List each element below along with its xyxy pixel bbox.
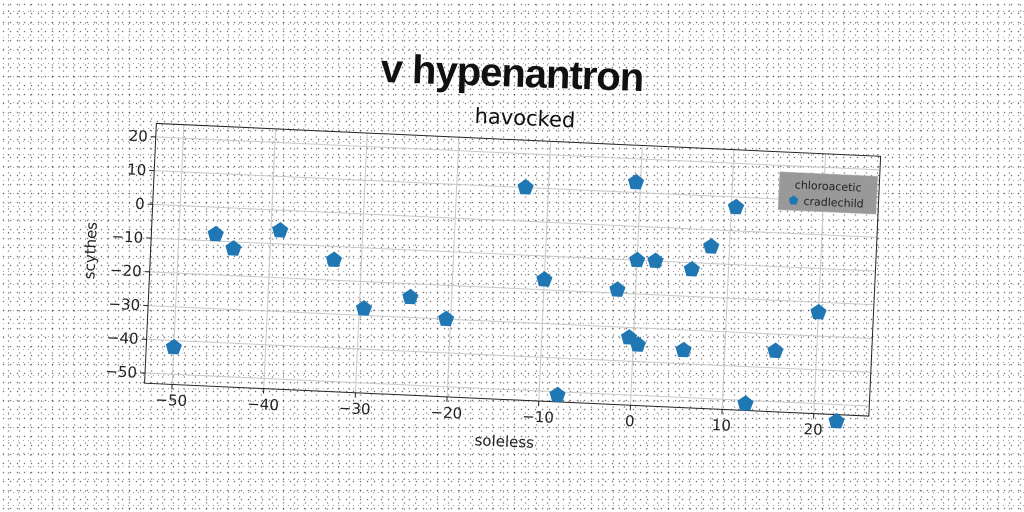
legend-series-label: cradlechild — [803, 195, 864, 211]
data-point — [355, 300, 373, 316]
data-point — [629, 336, 646, 352]
x-axis-label: soleless — [474, 431, 534, 452]
y-grid-line — [151, 237, 876, 272]
axis-ticks: −50 −40 −30 −20 −10 0 10 20 −50 −40 −30 −20 −10 0 10 20 — [105, 127, 823, 439]
plot-frame — [144, 122, 882, 417]
y-axis-label: scythes — [80, 221, 101, 279]
data-markers — [165, 173, 845, 429]
data-point — [165, 338, 182, 355]
data-point — [207, 225, 224, 242]
data-point — [438, 310, 455, 327]
data-point — [647, 252, 664, 269]
chart-plot-group: havocked −50 −40 −30 −20 −10 0 10 20 −50 −40 −30 −2… — [80, 104, 882, 452]
y-tick-label: 10 — [127, 160, 147, 179]
chart-subtitle: havocked — [474, 104, 576, 133]
grid-lines — [145, 124, 881, 414]
data-point — [828, 412, 845, 429]
y-tick-label: −10 — [111, 227, 143, 246]
data-point — [402, 288, 419, 305]
data-point — [675, 341, 692, 358]
x-grid-line — [354, 132, 368, 393]
x-tick-label: −10 — [522, 407, 554, 426]
data-point — [737, 395, 754, 411]
y-tick-label: 0 — [135, 195, 145, 213]
data-point — [810, 303, 827, 320]
y-grid-line — [155, 136, 881, 171]
x-tick-label: −40 — [247, 395, 279, 414]
data-point — [272, 221, 289, 238]
y-grid-line — [146, 338, 871, 373]
data-point — [629, 251, 646, 268]
y-tick-label: −20 — [110, 261, 142, 280]
data-point — [767, 342, 784, 359]
y-tick-label: 20 — [128, 127, 148, 146]
data-point — [609, 281, 626, 297]
x-grid-line — [263, 128, 277, 389]
y-grid-line — [148, 305, 873, 339]
legend: chloroacetic cradlechild — [777, 171, 878, 215]
legend-title: chloroacetic — [795, 178, 862, 194]
data-point — [325, 251, 343, 268]
data-point — [703, 238, 720, 254]
data-point — [628, 173, 645, 190]
x-tick-label: 10 — [711, 416, 731, 435]
data-point — [536, 271, 553, 287]
x-grid-line — [721, 149, 735, 410]
y-grid-line — [149, 271, 874, 306]
y-tick-label: −30 — [108, 295, 140, 314]
legend-box — [777, 171, 878, 215]
legend-marker-shape — [788, 195, 799, 205]
data-point — [727, 198, 745, 215]
data-point — [549, 386, 566, 403]
data-point — [225, 240, 242, 256]
legend-marker-pentagon — [788, 195, 799, 205]
y-tick-label: −40 — [107, 329, 139, 348]
y-grid-line — [152, 203, 877, 238]
x-tick-label: 20 — [803, 420, 823, 439]
y-grid-line — [154, 170, 879, 205]
x-tick-label: −30 — [338, 399, 370, 418]
data-point — [517, 179, 534, 195]
x-tick-label: −50 — [155, 391, 187, 410]
data-point — [683, 260, 700, 277]
x-tick-label: −20 — [430, 403, 462, 422]
x-grid-line — [446, 137, 460, 397]
x-tick-label: 0 — [625, 412, 635, 430]
y-tick-label: −50 — [105, 362, 137, 381]
